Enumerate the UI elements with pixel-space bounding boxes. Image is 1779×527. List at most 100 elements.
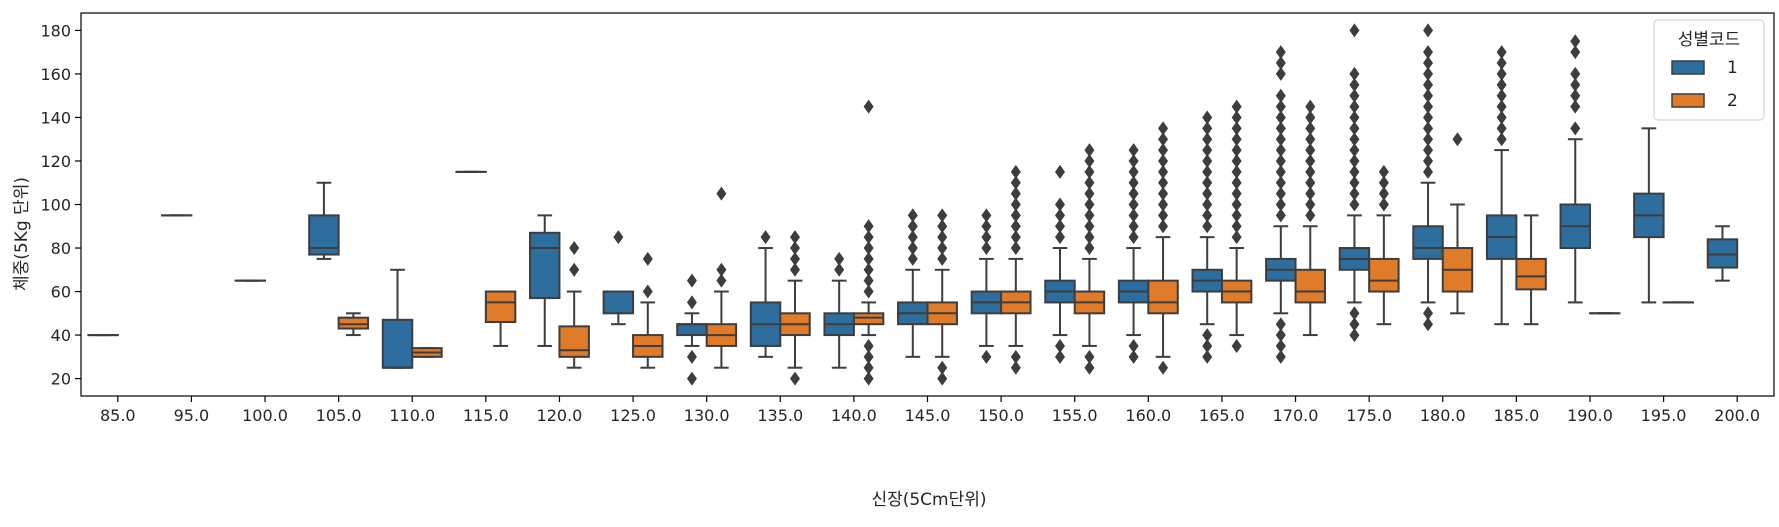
outlier-point [1305,143,1316,158]
outlier-point [1158,360,1169,375]
outlier-point [1202,121,1213,136]
outlier-point [1231,121,1242,136]
outlier-point [1202,338,1213,353]
outlier-point [1158,219,1169,234]
outlier-point [907,241,918,256]
plot-area [87,23,1739,386]
outlier-point [1275,186,1286,201]
outlier-point [1275,99,1286,114]
outlier-point [1084,197,1095,212]
y-tick-label: 40 [51,326,71,345]
x-tick-label: 170.0 [1273,406,1319,425]
box-2-135.0 [779,230,811,386]
outlier-point [1452,132,1463,147]
outlier-point [1570,45,1581,60]
outlier-point [1496,88,1507,103]
outlier-point [1349,66,1360,81]
x-tick-label: 200.0 [1714,406,1760,425]
outlier-point [716,273,727,288]
outlier-point [1275,317,1286,332]
box-1-185.0 [1485,45,1518,326]
outlier-point [790,262,801,277]
outlier-point [1010,230,1021,245]
outlier-point [1378,164,1389,179]
box-1-135.0 [749,230,782,358]
plot-frame [80,12,1775,397]
box-1-155.0 [1044,164,1076,364]
x-tick-label: 190.0 [1567,406,1613,425]
box-iqr [484,290,517,324]
outlier-point [1010,360,1021,375]
outlier-point [1349,23,1360,38]
outlier-point [1128,153,1139,168]
box-1-145.0 [897,208,929,358]
outlier-point [1275,45,1286,60]
outlier-point [1158,197,1169,212]
outlier-point [1275,110,1286,125]
outlier-point [863,284,874,299]
box-iqr [529,231,561,300]
y-tick-label: 80 [51,239,71,258]
box-iqr [852,312,885,326]
outlier-point [1349,164,1360,179]
outlier-point [1231,99,1242,114]
legend-swatch-series-2 [1671,93,1705,108]
outlier-point [1231,110,1242,125]
outlier-point [1158,132,1169,147]
outlier-point [1231,153,1242,168]
outlier-point [1231,219,1242,234]
outlier-point [863,371,874,386]
outlier-point [1570,121,1581,136]
outlier-point [863,349,874,364]
outlier-point [1202,349,1213,364]
box-iqr [1412,225,1444,260]
outlier-point [937,251,948,266]
box-1-190.0 [1559,34,1591,304]
y-tick-label: 120 [40,152,71,171]
y-tick-label: 180 [40,21,71,40]
outlier-point [1423,56,1434,71]
outlier-point [863,99,874,114]
outlier-point [1010,241,1021,256]
outlier-point [1231,197,1242,212]
legend: 성별코드 1 2 [1653,19,1765,121]
outlier-point [1084,186,1095,201]
box-iqr [558,325,590,358]
outlier-point [1010,175,1021,190]
outlier-point [1305,186,1316,201]
outlier-point [1054,197,1065,212]
outlier-point [1349,132,1360,147]
outlier-point [981,230,992,245]
outlier-point [1349,121,1360,136]
outlier-point [1128,143,1139,158]
outlier-point [1275,338,1286,353]
outlier-point [937,241,948,256]
outlier-point [981,208,992,223]
outlier-point [1275,208,1286,223]
outlier-point [1158,208,1169,223]
outlier-point [1128,164,1139,179]
outlier-point [569,262,580,277]
box-2-160.0 [1147,121,1179,375]
box-iqr [1294,268,1326,304]
outlier-point [1231,143,1242,158]
outlier-point [863,241,874,256]
outlier-point [1128,219,1139,234]
outlier-point [1084,164,1095,179]
outlier-point [1084,360,1095,375]
y-tick-label: 140 [40,108,71,127]
outlier-point [1496,77,1507,92]
box-iqr [1515,257,1547,291]
box-1-180.0 [1412,23,1444,332]
box-2-125.0 [632,251,664,369]
outlier-point [1496,99,1507,114]
x-tick-label: 145.0 [905,406,951,425]
x-tick-label: 120.0 [537,406,583,425]
outlier-point [1084,208,1095,223]
outlier-point [1349,88,1360,103]
outlier-point [1202,175,1213,190]
x-tick-label: 110.0 [389,406,435,425]
outlier-point [1128,338,1139,353]
box-1-195.0 [1633,127,1665,304]
outlier-point [1275,164,1286,179]
